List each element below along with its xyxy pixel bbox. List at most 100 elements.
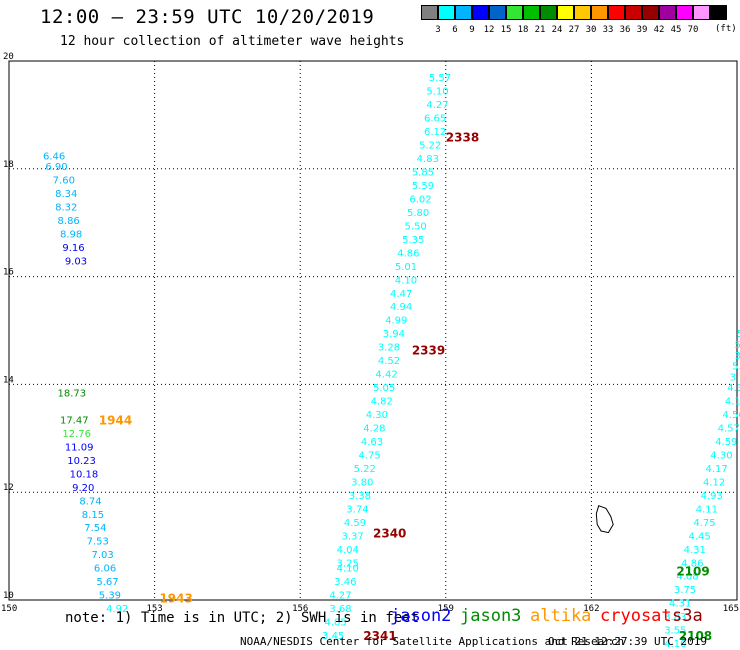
legend-s3a: s3a: [672, 606, 703, 626]
x-tick-label: 153: [146, 604, 162, 614]
color-scale-label: 39: [636, 25, 648, 35]
page-subtitle: 12 hour collection of altimeter wave hei…: [60, 34, 405, 49]
wave-height-value: 4.57: [718, 424, 740, 435]
wave-height-value: 8.74: [79, 496, 101, 507]
color-scale-label: 9: [469, 25, 475, 35]
wave-height-value: 4.82: [371, 397, 393, 408]
wave-height-value: 5.50: [405, 221, 427, 232]
color-scale-label: 30: [585, 25, 597, 35]
wave-height-value: 3.: [735, 351, 740, 362]
wave-height-value: 5.57: [429, 73, 451, 84]
color-scale-cell: [489, 5, 506, 20]
y-tick-label: 18: [3, 160, 14, 170]
color-scale-cell: [557, 5, 574, 20]
pass-time-label: 2340: [373, 527, 406, 541]
wave-height-value: 4.92: [106, 604, 128, 615]
wave-height-value: 10.23: [67, 456, 96, 467]
wave-height-value: 3.80: [351, 477, 373, 488]
x-tick-label: 156: [292, 604, 308, 614]
wave-height-value: 4.56: [722, 410, 740, 421]
x-tick-label: 162: [583, 604, 599, 614]
wave-height-value: 12.76: [62, 429, 91, 440]
wave-height-value: 8.15: [82, 510, 104, 521]
color-scale-cell: [574, 5, 591, 20]
wave-height-value: 3.46: [334, 577, 356, 588]
wave-height-value: 4.99: [385, 316, 407, 327]
wave-height-value: 4.93: [701, 491, 723, 502]
y-tick-label: 12: [3, 483, 14, 493]
wave-height-value: 3.94: [383, 329, 405, 340]
wave-height-value: 3.72: [730, 372, 740, 383]
wave-height-value: 9.16: [62, 243, 84, 254]
footer-credit: NOAA/NESDIS Center for Satellite Applica…: [240, 635, 625, 648]
pass-time-label: 2341: [363, 629, 396, 643]
wave-height-value: 3.75: [674, 585, 696, 596]
wave-height-value: 4.83: [417, 154, 439, 165]
wave-height-value: 9.20: [72, 483, 94, 494]
wave-height-value: 4.17: [705, 464, 727, 475]
wave-height-value: 4.10: [337, 564, 359, 575]
wave-height-value: 3.45: [322, 631, 344, 642]
color-scale-cell: [642, 5, 659, 20]
wave-height-value: 7.60: [53, 176, 75, 187]
x-tick-label: 159: [438, 604, 454, 614]
pass-time-label: 2338: [446, 130, 479, 144]
wave-height-value: 5.85: [412, 167, 434, 178]
wave-height-value: 5.10: [426, 87, 448, 98]
color-scale-label: 36: [619, 25, 631, 35]
wave-height-value: 7.03: [92, 550, 114, 561]
wave-height-value: 4.31: [669, 599, 691, 610]
wave-height-value: 4.31: [684, 545, 706, 556]
wave-height-value: 4.05: [324, 618, 346, 629]
wave-height-value: 18.73: [58, 388, 87, 399]
color-scale-label: 33: [602, 25, 614, 35]
island-outline: [595, 505, 614, 534]
wave-height-value: 4.30: [710, 450, 732, 461]
y-tick-label: 14: [3, 375, 14, 385]
wave-height-value: 4.75: [358, 450, 380, 461]
wave-height-value: 7.54: [84, 523, 106, 534]
wave-height-value: 6.12: [424, 127, 446, 138]
footer-timestamp: Oct 21 12:27:39 UTC 2019: [548, 635, 707, 648]
wave-height-value: 4.39: [727, 383, 740, 394]
wave-height-value: 4.10: [664, 639, 686, 650]
wave-height-value: 5.39: [99, 591, 121, 602]
page-title: 12:00 – 23:59 UTC 10/20/2019: [40, 6, 375, 28]
wave-height-value: 3.68: [329, 604, 351, 615]
wave-height-value: 4.94: [390, 302, 412, 313]
color-scale-unit: (ft): [715, 24, 737, 34]
wave-height-value: 4.12: [703, 477, 725, 488]
legend-jason2: jason2: [390, 606, 452, 626]
wave-height-value: 4.52: [378, 356, 400, 367]
legend-note: note: 1) Time is in UTC; 2) SWH is in fe…: [65, 610, 420, 626]
x-tick-label: 165: [723, 604, 739, 614]
wave-height-value: 5.80: [407, 208, 429, 219]
wave-height-value: 4.10: [395, 275, 417, 286]
wave-height-value: 8.98: [60, 229, 82, 240]
wave-height-value: 4.42: [375, 370, 397, 381]
wave-height-value: 4.27: [329, 591, 351, 602]
wave-height-value: 6.90: [45, 162, 67, 173]
wave-height-value: 6.65: [424, 114, 446, 125]
color-scale-cell: [506, 5, 523, 20]
wave-height-value: 4.75: [693, 518, 715, 529]
wave-height-value: 5.01: [395, 262, 417, 273]
pass-time-label: 2108: [679, 629, 712, 643]
color-scale-cell: [421, 5, 438, 20]
color-scale-label: 24: [551, 25, 563, 35]
wave-height-value: 8.32: [55, 203, 77, 214]
wave-height-value: 5.05: [373, 383, 395, 394]
wave-height-value: 4.86: [397, 248, 419, 259]
wave-height-value: 3.74: [346, 504, 368, 515]
wave-height-value: 4.27: [426, 100, 448, 111]
color-scale-cell: [455, 5, 472, 20]
y-tick-label: 16: [3, 268, 14, 278]
color-scale-label: 15: [500, 25, 512, 35]
wave-height-value: 3.25: [337, 558, 359, 569]
legend-cryosat: cryosat: [600, 606, 672, 626]
color-scale-cell: [710, 5, 727, 20]
wave-height-value: 4.59: [344, 518, 366, 529]
color-scale-label: 27: [568, 25, 580, 35]
legend-altika: altika: [530, 606, 592, 626]
